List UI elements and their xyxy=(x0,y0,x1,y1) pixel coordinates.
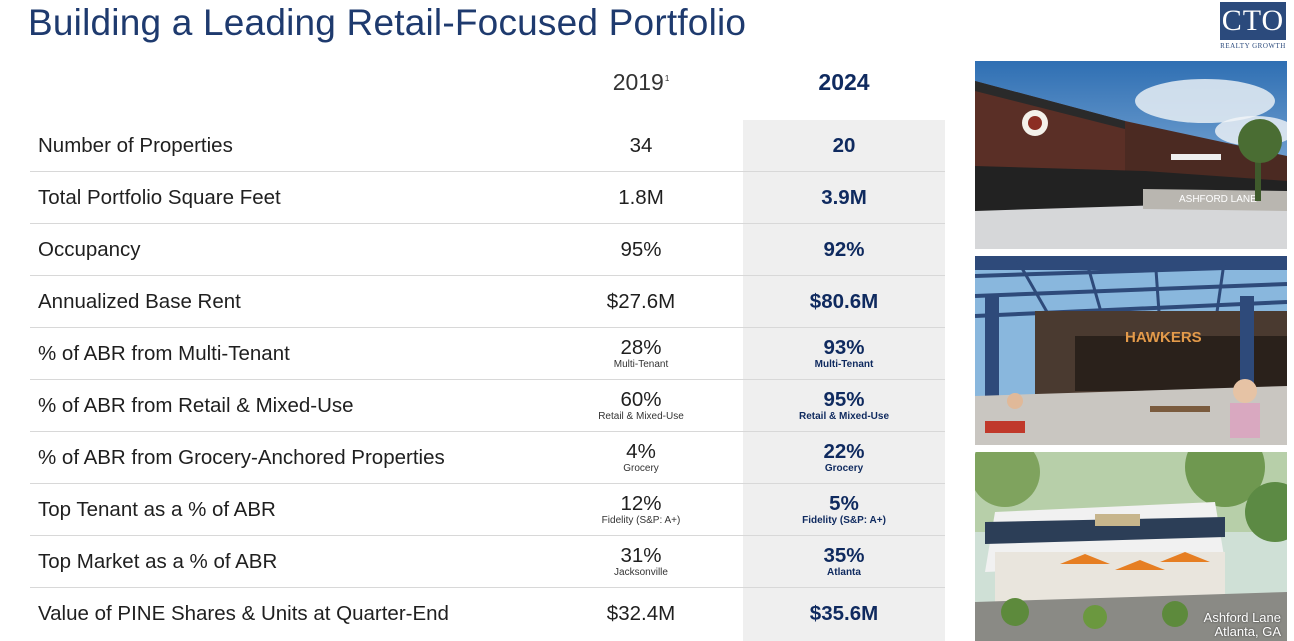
table-row: Top Market as a % of ABR 31% Jacksonville… xyxy=(30,536,945,588)
value-2024: 92% xyxy=(823,237,865,261)
table-row: % of ABR from Retail & Mixed-Use 60% Reta… xyxy=(30,380,945,432)
value-2024: $35.6M xyxy=(809,601,879,625)
row-label: % of ABR from Grocery-Anchored Propertie… xyxy=(38,445,445,469)
column-header-2019-label: 2019 xyxy=(612,69,664,95)
storefront-sign: ASHFORD LANE xyxy=(1179,194,1257,205)
sublabel-2024: Grocery xyxy=(824,462,864,474)
value-2019: 28% xyxy=(620,335,662,359)
cell-2024: 93% Multi-Tenant xyxy=(743,328,945,379)
photo-caption-location: Atlanta, GA xyxy=(1214,624,1281,639)
cell-2024: 35% Atlanta xyxy=(743,536,945,587)
sublabel-2024: Fidelity (S&P: A+) xyxy=(802,514,886,526)
cell-2024: $80.6M xyxy=(743,276,945,327)
row-label: Value of PINE Shares & Units at Quarter-… xyxy=(38,601,449,625)
photo-patio: HAWKERS xyxy=(975,256,1287,445)
column-2024-highlight xyxy=(743,120,945,641)
sublabel-2019: Grocery xyxy=(623,462,659,474)
photo-caption-name: Ashford Lane xyxy=(1203,610,1281,625)
cell-2019: 1.8M xyxy=(541,172,741,223)
photo-ashford-lane-illustration xyxy=(975,452,1287,641)
photo-storefront: ASHFORD LANE xyxy=(975,61,1287,249)
row-label: Top Tenant as a % of ABR xyxy=(38,497,276,521)
cell-2019: 34 xyxy=(541,120,741,171)
value-2024: 95% xyxy=(823,387,865,411)
value-2019: 4% xyxy=(626,439,656,463)
table-row: Occupancy 95% 92% xyxy=(30,224,945,276)
photo-storefront-illustration: ASHFORD LANE xyxy=(975,61,1287,249)
photo-patio-illustration: HAWKERS xyxy=(975,256,1287,445)
table-row: Top Tenant as a % of ABR 12% Fidelity (S&… xyxy=(30,484,945,536)
sublabel-2024: Multi-Tenant xyxy=(814,358,874,370)
company-logo: CTO REALTY GROWTH xyxy=(1219,2,1287,54)
value-2019: 31% xyxy=(620,543,662,567)
value-2024: 22% xyxy=(823,439,865,463)
cell-2019: 60% Retail & Mixed-Use xyxy=(541,380,741,431)
table-row: Value of PINE Shares & Units at Quarter-… xyxy=(30,588,945,639)
logo-subtitle: REALTY GROWTH xyxy=(1220,42,1286,50)
row-label: % of ABR from Multi-Tenant xyxy=(38,341,290,365)
cell-2024: 20 xyxy=(743,120,945,171)
value-2019: 34 xyxy=(629,133,653,157)
cell-2019: 4% Grocery xyxy=(541,432,741,483)
table-row: Annualized Base Rent $27.6M $80.6M xyxy=(30,276,945,328)
value-2024: $80.6M xyxy=(809,289,879,313)
row-label: Total Portfolio Square Feet xyxy=(38,185,281,209)
sublabel-2019: Jacksonville xyxy=(614,566,668,578)
column-header-2019: 20191 xyxy=(541,69,741,96)
cell-2024: 95% Retail & Mixed-Use xyxy=(743,380,945,431)
sublabel-2024: Retail & Mixed-Use xyxy=(798,410,890,422)
sublabel-2019: Fidelity (S&P: A+) xyxy=(601,514,681,526)
footnote-marker: 1 xyxy=(664,74,670,84)
cell-2024: $35.6M xyxy=(743,588,945,639)
cell-2019: 95% xyxy=(541,224,741,275)
hawkers-sign: HAWKERS xyxy=(1125,329,1202,346)
sublabel-2019: Retail & Mixed-Use xyxy=(598,410,684,422)
row-label: Occupancy xyxy=(38,237,141,261)
column-header-2024: 2024 xyxy=(818,69,870,95)
photo-caption: Ashford Lane Atlanta, GA xyxy=(1204,611,1281,639)
page-title: Building a Leading Retail-Focused Portfo… xyxy=(28,2,747,43)
cell-2024: 22% Grocery xyxy=(743,432,945,483)
table-row: Total Portfolio Square Feet 1.8M 3.9M xyxy=(30,172,945,224)
logo-mark: CTO xyxy=(1220,2,1286,40)
value-2024: 3.9M xyxy=(821,185,867,209)
cell-2019: $27.6M xyxy=(541,276,741,327)
cell-2024: 3.9M xyxy=(743,172,945,223)
comparison-table: Number of Properties 34 20 Total Portfol… xyxy=(30,120,945,639)
sublabel-2019: Multi-Tenant xyxy=(613,358,669,370)
cell-2019: 28% Multi-Tenant xyxy=(541,328,741,379)
table-row: Number of Properties 34 20 xyxy=(30,120,945,172)
table-row: % of ABR from Grocery-Anchored Propertie… xyxy=(30,432,945,484)
table-row: % of ABR from Multi-Tenant 28% Multi-Tena… xyxy=(30,328,945,380)
value-2019: 60% xyxy=(620,387,662,411)
cell-2024: 5% Fidelity (S&P: A+) xyxy=(743,484,945,535)
value-2024: 20 xyxy=(832,133,856,157)
cell-2019: $32.4M xyxy=(541,588,741,639)
value-2019: $32.4M xyxy=(606,601,676,625)
sublabel-2024: Atlanta xyxy=(827,566,861,578)
row-label: % of ABR from Retail & Mixed-Use xyxy=(38,393,354,417)
value-2019: $27.6M xyxy=(606,289,676,313)
row-label: Number of Properties xyxy=(38,133,233,157)
value-2024: 5% xyxy=(829,491,859,515)
cell-2019: 12% Fidelity (S&P: A+) xyxy=(541,484,741,535)
value-2024: 35% xyxy=(823,543,865,567)
cell-2019: 31% Jacksonville xyxy=(541,536,741,587)
row-label: Top Market as a % of ABR xyxy=(38,549,278,573)
value-2024: 93% xyxy=(823,335,865,359)
value-2019: 1.8M xyxy=(618,185,664,209)
cell-2024: 92% xyxy=(743,224,945,275)
row-label: Annualized Base Rent xyxy=(38,289,241,313)
photo-ashford-lane: Ashford Lane Atlanta, GA xyxy=(975,452,1287,641)
value-2019: 95% xyxy=(620,237,662,261)
value-2019: 12% xyxy=(620,491,662,515)
